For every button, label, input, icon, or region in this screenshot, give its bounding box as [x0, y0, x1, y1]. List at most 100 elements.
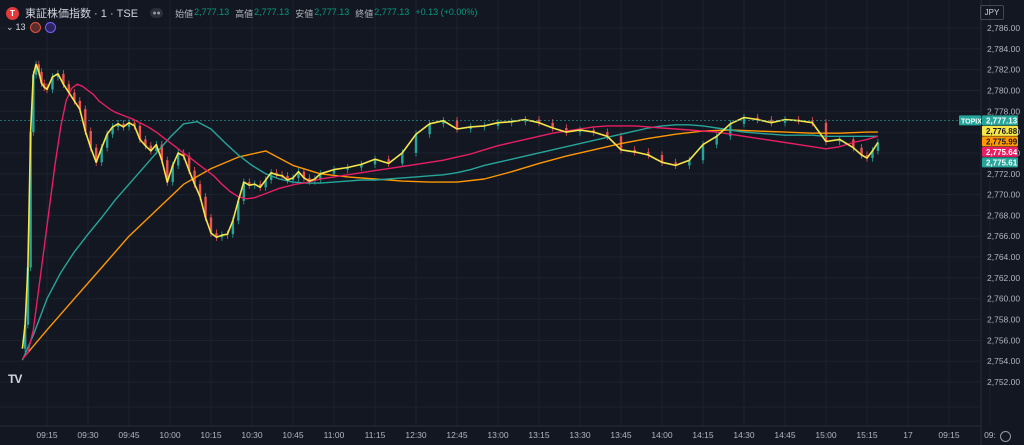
candle-body [32, 74, 35, 133]
candle-body [37, 64, 40, 72]
price-label: 2,777.13 [986, 116, 1018, 125]
low-value: 2,777.13 [314, 6, 350, 17]
y-tick-label: 2,782.00 [987, 65, 1020, 75]
candle-body [204, 196, 207, 218]
y-tick-label: 2,766.00 [987, 231, 1020, 241]
indicator-count: 13 [15, 22, 26, 32]
candle-body [770, 119, 773, 123]
candle-body [149, 145, 153, 151]
x-tick-label: 12:30 [405, 430, 427, 440]
symbol-price-tag-label: TOPIX [961, 118, 982, 125]
x-tick-label: 10:00 [159, 430, 181, 440]
x-tick-label: 10:15 [200, 430, 222, 440]
x-tick-label: 11:15 [365, 430, 386, 440]
candle-body [177, 152, 180, 166]
candle-body [647, 151, 650, 156]
x-tick-label: 09:30 [77, 430, 99, 440]
candle-body [524, 119, 527, 122]
x-tick-label: 13:15 [528, 430, 550, 440]
candle-body [231, 220, 235, 235]
candle-body [100, 147, 103, 163]
candle-body [187, 156, 191, 171]
candle-body [346, 167, 349, 170]
candle-body [824, 122, 828, 142]
candle-body [387, 159, 390, 164]
candle-body [578, 130, 582, 133]
x-tick-label: 11:00 [324, 430, 345, 440]
tradingview-logo-icon[interactable]: TV [8, 372, 22, 386]
candle-body [155, 144, 158, 151]
ohlc-values: 始値 2,777.13 高値 2,777.13 安値 2,777.13 終値 2… [175, 7, 477, 20]
x-tick-label: 10:30 [241, 430, 263, 440]
y-tick-label: 2,772.00 [987, 169, 1020, 179]
y-tick-label: 2,780.00 [987, 85, 1020, 95]
indicator-row: ⌄ 13 [6, 21, 56, 33]
price-label-bg [982, 115, 1018, 126]
currency-button[interactable]: JPY [980, 5, 1004, 20]
candle-body [865, 155, 869, 159]
x-tick-label: 15:15 [856, 430, 878, 440]
candle-body [852, 139, 855, 148]
candle-body [332, 169, 336, 174]
candle-body [182, 152, 185, 157]
y-tick-label: 2,786.00 [987, 23, 1020, 33]
y-tick-label: 2,768.00 [987, 210, 1020, 220]
candle-body [275, 172, 278, 175]
candle-body [688, 160, 691, 166]
x-tick-label: 14:45 [774, 430, 796, 440]
indicators-toggle[interactable]: ⌄ 13 [6, 22, 26, 33]
x-tick-label: 13:30 [569, 430, 591, 440]
candle-body [209, 217, 213, 234]
symbol-logo-icon[interactable]: T [6, 6, 19, 20]
y-tick-label: 2,770.00 [987, 190, 1020, 200]
events-icon[interactable] [44, 21, 56, 33]
candle-body [133, 122, 136, 126]
price-label-bg [982, 146, 1018, 157]
x-tick-label: 14:15 [692, 430, 714, 440]
candle-body [62, 73, 65, 85]
candle-body [551, 122, 554, 128]
x-tick-label: 17 [903, 430, 913, 440]
x-tick-label: 10:45 [282, 430, 304, 440]
candle-body [742, 117, 746, 124]
x-tick-label: 09:15 [36, 430, 58, 440]
candle-body [105, 134, 109, 148]
y-tick-label: 2,756.00 [987, 335, 1020, 345]
eye-icon[interactable]: ●● [150, 8, 164, 18]
candle-body [264, 180, 267, 188]
candle-body [171, 165, 174, 183]
gear-icon[interactable] [1000, 431, 1011, 442]
series-line-price [21, 63, 879, 349]
candle-body [660, 155, 664, 163]
y-tick-label: 2,762.00 [987, 273, 1020, 283]
price-label-bg [982, 157, 1018, 168]
candle-body [73, 92, 76, 101]
series-line-ma_orange [21, 129, 878, 360]
y-tick-label: 2,760.00 [987, 294, 1020, 304]
candle-body [442, 120, 445, 124]
candle-body [674, 162, 677, 166]
candle-body [302, 171, 306, 178]
high-label: 高値 [235, 8, 254, 19]
time-axis[interactable]: 09:15 09:30 09:45 10:00 10:15 10:30 10:45 11:00… [36, 430, 996, 440]
candle-body [876, 142, 880, 151]
candle-body [373, 159, 377, 165]
candle-body [51, 76, 54, 90]
candle-body [715, 136, 718, 145]
candle-body [237, 200, 240, 221]
symbol-title[interactable]: 東証株価指数 · 1 · TSE [25, 8, 139, 20]
candle-body [286, 175, 289, 181]
price-label: 2,775.64 [986, 148, 1018, 157]
candle-body [537, 119, 541, 123]
candle-body [756, 117, 759, 120]
candle-body [401, 152, 404, 164]
candle-body [455, 120, 459, 129]
y-tick-label: 2,784.00 [987, 44, 1020, 54]
candle-body [469, 126, 472, 129]
earnings-icon[interactable] [29, 21, 41, 33]
x-tick-label: 14:30 [733, 430, 755, 440]
candle-body [871, 150, 874, 159]
candle-body [144, 139, 147, 146]
